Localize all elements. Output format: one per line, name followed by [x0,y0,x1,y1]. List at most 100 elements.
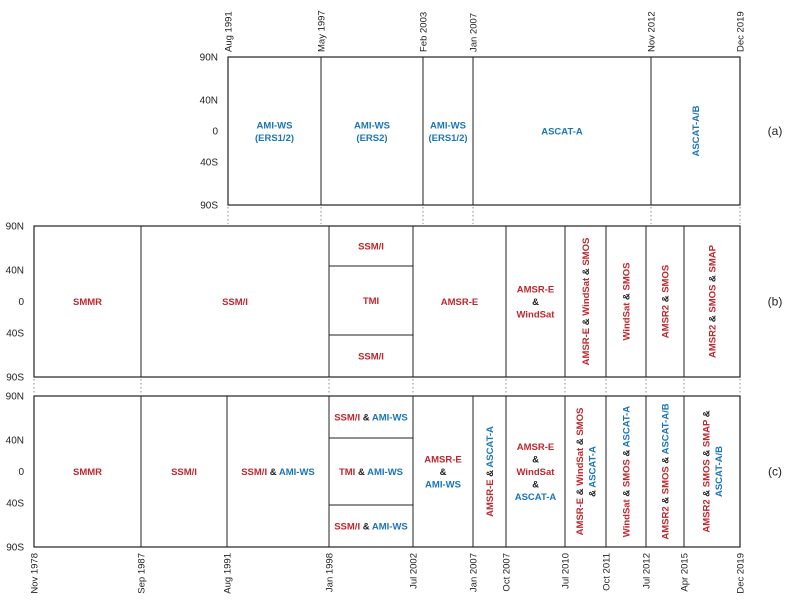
connector-text: & [701,447,712,459]
scatterometer-sensor: AMI-WS [367,467,403,478]
connector-text: & [661,494,672,506]
vertical-label: AMSR2 & SMOS & ASCAT-A/B [661,403,672,539]
latitude-label: 0 [212,127,218,138]
sensor-label: ASCAT-A [541,127,583,138]
panel-frame [227,56,741,206]
sensor-label: & [532,297,539,308]
scatterometer-sensor: ASCAT-A [541,127,583,138]
sensor-label: AMI-WS [430,120,466,131]
date-label-top: Nov 2012 [647,11,658,52]
date-label-top: Aug 1991 [224,11,235,52]
panel-frame [33,395,741,548]
connector-text: & [622,487,633,499]
latitude-label: 40N [6,265,24,276]
sensor-label: AMSR2 & SMOS & ASCAT-A/B [661,403,672,539]
panel-label: (b) [768,295,783,309]
sensor-label: AMSR-E & ASCAT-A [485,426,496,517]
scatterometer-sensor: (ERS1/2) [255,133,294,144]
sensor-label: SMMR [73,297,102,308]
sensor-label: (ERS1/2) [428,133,467,144]
connector-text: & [532,480,539,491]
date-label-top: Feb 2003 [419,12,430,52]
sensor-label: (ERS2) [356,133,387,144]
sensor-label: WindSat [517,467,556,478]
sensor-label: AMSR-E [517,442,554,453]
sensor-label: AMSR-E & WindSat & SMOS [575,408,586,536]
radiometer-sensor: WindSat [517,310,556,321]
sensor-label: ASCAT-A/B [691,105,702,156]
sensor-label: SSM/I [358,352,384,363]
sensor-label: SSM/I [222,297,248,308]
date-label-bottom: Nov 1978 [30,553,41,594]
connector-text: & [661,293,672,305]
sensor-label: WindSat [517,310,556,321]
date-label-bottom: Sep 1987 [137,553,148,594]
connector-text: & [532,297,539,308]
radiometer-sensor: AMSR-E [441,297,478,308]
latitude-label: 90S [200,201,218,212]
sensor-label: AMSR-E [424,455,461,466]
connector-text: & [360,522,372,533]
sensor-label: & [440,467,447,478]
sensor-label: SSM/I & AMI-WS [334,522,408,533]
latitude-label: 0 [18,467,24,478]
latitude-label: 90N [200,53,218,64]
vertical-label: AMSR2 & SMOS [661,265,672,338]
sensor-label: SSM/I [171,467,197,478]
radiometer-sensor: SMAP [701,419,712,447]
radiometer-sensor: WindSat [517,467,556,478]
panel-label: (a) [768,124,783,138]
connector-text: & [708,313,719,325]
scatterometer-sensor: ASCAT-A [515,492,557,503]
connector-text: & [622,290,633,302]
sensor-label: AMI-WS [257,120,293,131]
connector-text: & [581,266,592,278]
sensor-label: AMSR-E & WindSat & SMOS [581,238,592,366]
date-label-bottom: Jan 1998 [325,553,336,592]
radiometer-sensor: SMOS [622,459,633,487]
date-label-bottom: Oct 2011 [602,553,613,591]
panel-label: (c) [768,465,782,479]
panel-b: SMMR SSM/ISSM/ITMISSM/IAMSR-EAMSR-E&WindS… [33,225,741,378]
latitude-label: 90N [6,392,24,403]
connector-text: & [575,436,586,448]
date-label-bottom: Jul 2010 [561,553,572,589]
sensor-label: WindSat & SMOS & ASCAT-A [622,406,633,537]
radiometer-sensor: AMSR-E [575,498,586,535]
radiometer-sensor: SMOS [581,238,592,266]
vertical-label: AMSR-E & WindSat & SMOS& ASCAT-A [575,408,599,536]
scatterometer-sensor: AMI-WS [372,522,408,533]
radiometer-sensor: SSM/I [171,467,197,478]
scatterometer-sensor: ASCAT-A/B [661,403,672,454]
radiometer-sensor: AMSR-E [485,479,496,516]
scatterometer-sensor: AMI-WS [425,480,461,491]
sensor-label: AMSR-E [441,297,478,308]
sensor-label: AMSR2 & SMOS [661,265,672,338]
connector-text: & [575,486,586,498]
latitude-label: 90N [6,222,24,233]
radiometer-sensor: SSM/I [334,413,360,424]
radiometer-sensor: AMSR2 [661,506,672,539]
sensor-label: & [532,455,539,466]
radiometer-sensor: AMSR2 [661,305,672,338]
sensor-label: SSM/I & AMI-WS [334,413,408,424]
scatterometer-sensor: AMI-WS [430,120,466,131]
scatterometer-sensor: AMI-WS [372,413,408,424]
latitude-label: 0 [18,297,24,308]
scatterometer-sensor: (ERS2) [356,133,387,144]
radiometer-sensor: TMI [339,467,355,478]
connector-text: & [587,488,598,497]
latitude-label: 40N [6,435,24,446]
radiometer-sensor: WindSat [622,302,633,341]
sensor-label: SMMR [73,467,102,478]
sensor-label: AMI-WS [354,120,390,131]
radiometer-sensor: SMMR [73,467,102,478]
date-label-bottom: Jul 2012 [642,553,653,589]
radiometer-sensor: WindSat [622,498,633,537]
date-label-bottom: Apr 2015 [680,553,691,592]
sensor-label: & ASCAT-A [587,446,598,497]
scatterometer-sensor: ASCAT-A [622,406,633,448]
vertical-label: ASCAT-A/B [691,105,702,156]
latitude-label: 90S [6,543,24,554]
